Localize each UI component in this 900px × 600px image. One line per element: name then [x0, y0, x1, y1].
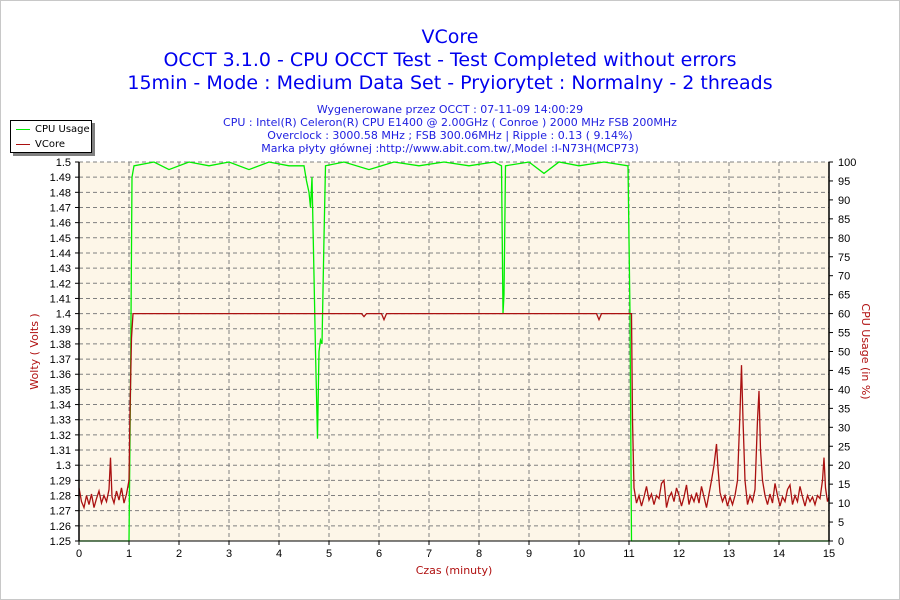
legend-item-cpu-usage: CPU Usage — [16, 122, 90, 136]
plot-area — [79, 162, 829, 541]
series-line-cpu-usage — [79, 161, 829, 542]
x-tick-label: 14 — [773, 548, 785, 560]
legend-label: CPU Usage — [35, 123, 90, 135]
y-tick-label: 1.35 — [50, 384, 71, 396]
y-tick-label: 1.41 — [50, 293, 71, 305]
x-tick-label: 6 — [376, 548, 382, 560]
info-cpu: CPU : Intel(R) Celeron(R) CPU E1400 @ 2.… — [223, 116, 677, 129]
y-axis-label: Wolty ( Volts ) — [28, 313, 41, 389]
y2-tick-label: 90 — [838, 195, 850, 207]
y2-tick-label: 70 — [838, 271, 850, 283]
y-tick-label: 1.27 — [50, 506, 71, 518]
y-tick-label: 1.4 — [56, 309, 71, 321]
y-tick-label: 1.36 — [50, 369, 71, 381]
y2-tick-label: 25 — [838, 441, 850, 453]
x-tick-label: 3 — [226, 548, 232, 560]
y2-tick-label: 45 — [838, 365, 850, 377]
x-tick-label: 10 — [573, 548, 585, 560]
y2-tick-label: 35 — [838, 403, 850, 415]
chart-subtitle-1: OCCT 3.1.0 - CPU OCCT Test - Test Comple… — [163, 49, 737, 71]
y2-tick-label: 50 — [838, 347, 850, 359]
y2-tick-label: 55 — [838, 328, 850, 340]
y-tick-label: 1.46 — [50, 218, 71, 230]
chart-subtitle-2: 15min - Mode : Medium Data Set - Pryiory… — [127, 72, 773, 94]
y2-axis-label: CPU Usage (in %) — [859, 303, 872, 399]
y-tick-label: 1.31 — [50, 445, 71, 457]
y2-tick-label: 40 — [838, 384, 850, 396]
info-overclock: Overclock : 3000.58 MHz ; FSB 300.06MHz … — [267, 129, 633, 142]
legend: CPU Usage VCore — [10, 120, 92, 153]
legend-swatch-cpu-usage — [16, 128, 30, 130]
y2-tick-label: 100 — [838, 157, 856, 169]
y-tick-label: 1.32 — [50, 430, 71, 442]
x-tick-label: 15 — [823, 548, 835, 560]
y2-tick-label: 60 — [838, 309, 850, 321]
x-tick-label: 11 — [623, 548, 634, 560]
y2-tick-label: 65 — [838, 290, 850, 302]
y2-tick-label: 10 — [838, 498, 850, 510]
chart-title: VCore — [421, 26, 479, 48]
y-tick-label: 1.44 — [50, 248, 71, 260]
legend-item-vcore: VCore — [16, 137, 65, 151]
x-tick-label: 8 — [476, 548, 482, 560]
x-tick-label: 5 — [326, 548, 332, 560]
y-tick-label: 1.43 — [50, 263, 71, 275]
y-tick-label: 1.29 — [50, 475, 71, 487]
y-tick-label: 1.42 — [50, 278, 71, 290]
y-tick-label: 1.26 — [50, 521, 71, 533]
y2-tick-label: 95 — [838, 176, 850, 188]
y2-tick-label: 15 — [838, 479, 850, 491]
y-tick-label: 1.47 — [50, 202, 71, 214]
y2-tick-label: 30 — [838, 422, 850, 434]
info-generated: Wygenerowane przez OCCT : 07-11-09 14:00… — [316, 103, 584, 116]
y2-tick-label: 75 — [838, 252, 850, 264]
y2-tick-label: 5 — [838, 517, 844, 529]
y-tick-label: 1.33 — [50, 415, 71, 427]
x-axis-label: Czas (minuty) — [416, 564, 493, 577]
y-tick-label: 1.28 — [50, 491, 71, 503]
legend-label: VCore — [35, 138, 65, 150]
y-tick-label: 1.45 — [50, 233, 71, 245]
y2-tick-label: 0 — [838, 536, 844, 548]
x-tick-label: 4 — [276, 548, 282, 560]
y2-tick-label: 80 — [838, 233, 850, 245]
y-tick-label: 1.48 — [50, 187, 71, 199]
y-tick-label: 1.25 — [50, 536, 71, 548]
x-tick-label: 2 — [176, 548, 182, 560]
y-tick-label: 1.5 — [56, 157, 71, 169]
info-motherboard: Marka płyty głównej :http://www.abit.com… — [261, 142, 639, 155]
x-tick-label: 1 — [126, 548, 132, 560]
series-line-vcore — [78, 312, 830, 510]
x-tick-label: 12 — [673, 548, 685, 560]
x-tick-label: 9 — [526, 548, 532, 560]
y2-tick-label: 85 — [838, 214, 850, 226]
legend-swatch-vcore — [16, 143, 30, 145]
y-tick-label: 1.34 — [50, 400, 71, 412]
y-tick-label: 1.3 — [56, 460, 71, 472]
y-tick-label: 1.37 — [50, 354, 71, 366]
x-tick-label: 13 — [723, 548, 735, 560]
y2-tick-label: 20 — [838, 460, 850, 472]
y-tick-label: 1.38 — [50, 339, 71, 351]
x-tick-label: 0 — [76, 548, 82, 560]
y-tick-label: 1.39 — [50, 324, 71, 336]
y-tick-label: 1.49 — [50, 172, 71, 184]
x-tick-label: 7 — [426, 548, 432, 560]
